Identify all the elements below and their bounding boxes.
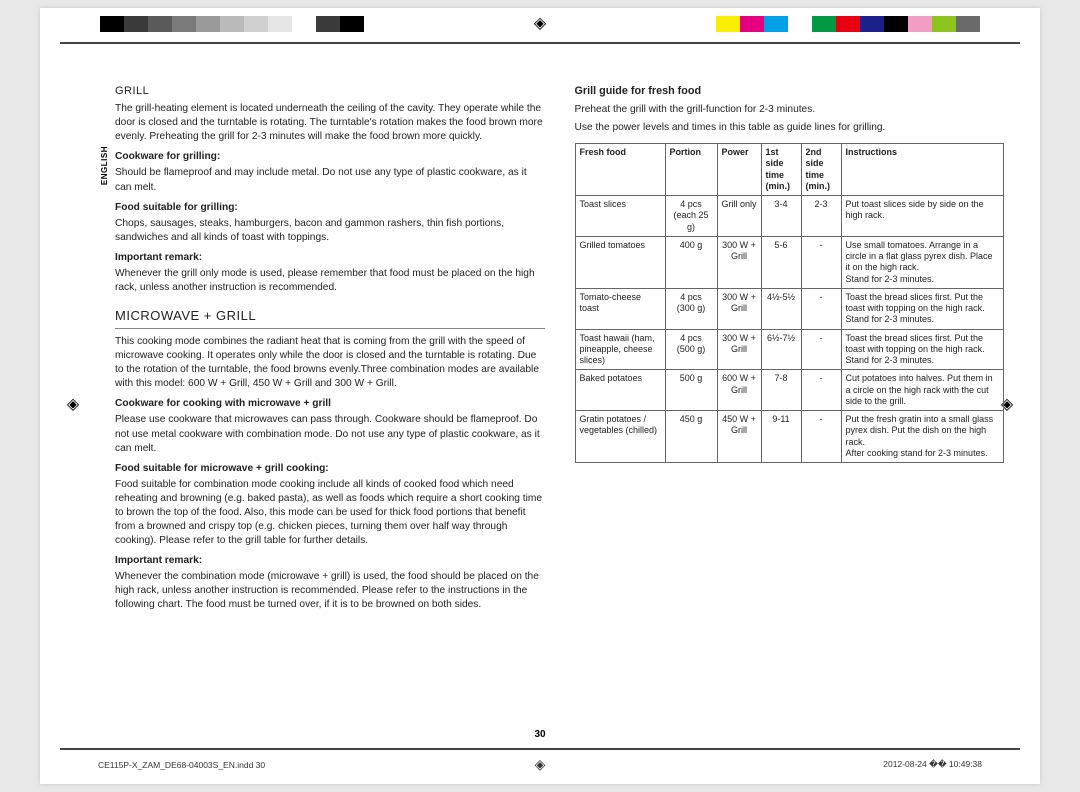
table-cell: Use small tomatoes. Arrange in a circle … (841, 236, 1004, 288)
right-column: Grill guide for fresh food Preheat the g… (575, 84, 1005, 736)
table-header-cell: Instructions (841, 144, 1004, 196)
left-column: GRILL The grill-heating element is locat… (115, 84, 545, 736)
subheading: Cookware for cooking with microwave + gr… (115, 397, 545, 411)
table-header-cell: Fresh food (575, 144, 665, 196)
body-text: Whenever the combination mode (microwave… (115, 570, 545, 612)
table-header-cell: 2nd sidetime(min.) (801, 144, 841, 196)
table-cell: Toast slices (575, 196, 665, 237)
table-cell: 4 pcs(each 25 g) (665, 196, 717, 237)
table-cell: Toast hawaii (ham, pineapple, cheese sli… (575, 329, 665, 370)
subheading: Important remark: (115, 251, 545, 265)
table-cell: 300 W + Grill (717, 329, 761, 370)
table-cell: - (801, 288, 841, 329)
table-cell: Toast the bread slices first. Put the to… (841, 329, 1004, 370)
page-content: ENGLISH GRILL The grill-heating element … (100, 84, 1004, 736)
body-text: Use the power levels and times in this t… (575, 121, 1005, 135)
footer-filename: CE115P-X_ZAM_DE68-04003S_EN.indd 30 (98, 760, 265, 770)
table-cell: 7-8 (761, 370, 801, 411)
body-text: Whenever the grill only mode is used, pl… (115, 267, 545, 295)
table-header-cell: Power (717, 144, 761, 196)
table-row: Baked potatoes500 g600 W + Grill7-8-Cut … (575, 370, 1004, 411)
table-cell: 600 W + Grill (717, 370, 761, 411)
table-cell: 300 W + Grill (717, 236, 761, 288)
table-cell: - (801, 329, 841, 370)
manual-page: ◈ ◈ ◈ ENGLISH GRILL The grill-heating el… (40, 8, 1040, 784)
table-row: Grilled tomatoes400 g300 W + Grill5-6-Us… (575, 236, 1004, 288)
table-cell: 6½-7½ (761, 329, 801, 370)
grill-guide-table: Fresh foodPortionPower1st sidetime(min.)… (575, 143, 1005, 463)
body-text: Please use cookware that microwaves can … (115, 413, 545, 455)
body-text: Preheat the grill with the grill-functio… (575, 103, 1005, 117)
table-header-cell: Portion (665, 144, 717, 196)
table-header-cell: 1st sidetime(min.) (761, 144, 801, 196)
table-cell: 4 pcs(500 g) (665, 329, 717, 370)
table-cell: Gratin potatoes / vegetables (chilled) (575, 411, 665, 463)
table-cell: Put toast slices side by side on the hig… (841, 196, 1004, 237)
color-bar-left (100, 16, 364, 32)
grill-heading: GRILL (115, 84, 545, 99)
divider (115, 328, 545, 329)
table-cell: Toast the bread slices first. Put the to… (841, 288, 1004, 329)
table-cell: 4½-5½ (761, 288, 801, 329)
table-row: Tomato-cheese toast4 pcs(300 g)300 W + G… (575, 288, 1004, 329)
table-cell: Grill only (717, 196, 761, 237)
table-cell: 9-11 (761, 411, 801, 463)
print-footer: CE115P-X_ZAM_DE68-04003S_EN.indd 30 ◈ 20… (98, 759, 982, 770)
table-cell: 300 W + Grill (717, 288, 761, 329)
table-cell: - (801, 370, 841, 411)
table-cell: 450 g (665, 411, 717, 463)
body-text: Food suitable for combination mode cooki… (115, 478, 545, 548)
table-cell: Cut potatoes into halves. Put them in a … (841, 370, 1004, 411)
table-cell: - (801, 236, 841, 288)
subheading: Food suitable for microwave + grill cook… (115, 462, 545, 476)
body-text: The grill-heating element is located und… (115, 102, 545, 144)
table-cell: Baked potatoes (575, 370, 665, 411)
registration-mark-icon: ◈ (535, 756, 546, 773)
table-cell: 5-6 (761, 236, 801, 288)
grill-guide-heading: Grill guide for fresh food (575, 84, 1005, 99)
registration-mark-icon: ◈ (64, 395, 82, 413)
body-text: Should be flameproof and may include met… (115, 166, 545, 194)
subheading: Food suitable for grilling: (115, 201, 545, 215)
table-cell: Tomato-cheese toast (575, 288, 665, 329)
table-row: Toast slices4 pcs(each 25 g)Grill only3-… (575, 196, 1004, 237)
table-cell: Grilled tomatoes (575, 236, 665, 288)
mw-grill-heading: MICROWAVE + GRILL (115, 307, 545, 325)
language-tab: ENGLISH (100, 146, 109, 185)
table-cell: 3-4 (761, 196, 801, 237)
table-row: Toast hawaii (ham, pineapple, cheese sli… (575, 329, 1004, 370)
table-cell: Put the fresh gratin into a small glass … (841, 411, 1004, 463)
color-bar-right (716, 16, 980, 32)
table-cell: - (801, 411, 841, 463)
table-row: Gratin potatoes / vegetables (chilled)45… (575, 411, 1004, 463)
subheading: Cookware for grilling: (115, 150, 545, 164)
crop-line (60, 42, 1020, 44)
subheading: Important remark: (115, 554, 545, 568)
table-cell: 400 g (665, 236, 717, 288)
table-cell: 2-3 (801, 196, 841, 237)
crop-line (60, 748, 1020, 750)
body-text: Chops, sausages, steaks, hamburgers, bac… (115, 217, 545, 245)
page-number: 30 (534, 729, 545, 740)
body-text: This cooking mode combines the radiant h… (115, 335, 545, 391)
table-cell: 450 W + Grill (717, 411, 761, 463)
table-header-row: Fresh foodPortionPower1st sidetime(min.)… (575, 144, 1004, 196)
table-cell: 500 g (665, 370, 717, 411)
footer-timestamp: 2012-08-24 �� 10:49:38 (883, 759, 982, 770)
table-cell: 4 pcs(300 g) (665, 288, 717, 329)
registration-mark-icon: ◈ (531, 14, 549, 32)
